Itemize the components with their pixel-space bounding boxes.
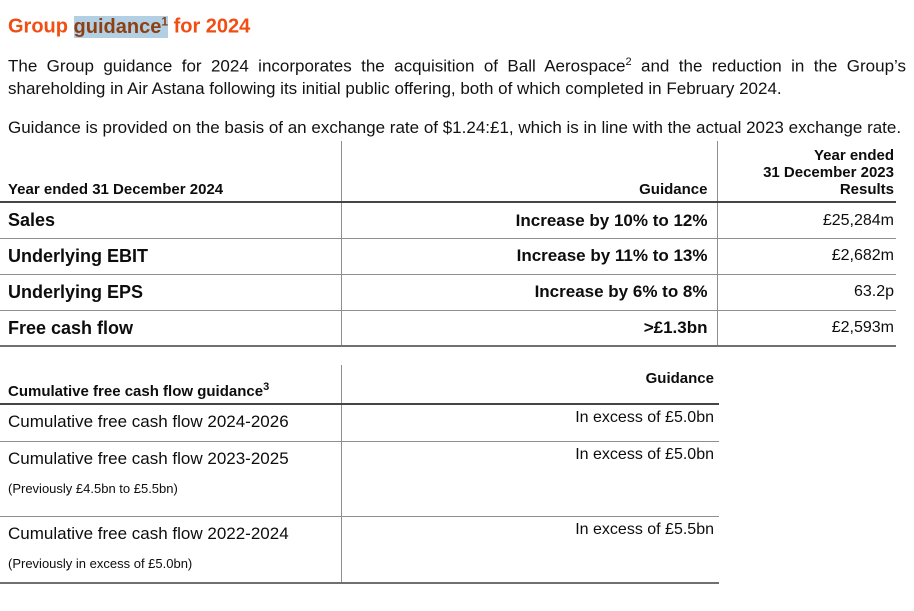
previous-guidance-note: (Previously £4.5bn to £5.5bn) [8,480,178,496]
intro-paragraph-1: The Group guidance for 2024 incorporates… [8,51,906,101]
guidance-value: In excess of £5.0bn [341,441,719,517]
guidance-value: In excess of £5.5bn [341,516,719,585]
result-value: 63.2p [717,274,896,311]
header-cumulative-title: Cumulative free cash flow guidance3 [0,365,342,406]
row-label: Sales [0,202,342,239]
footnote-marker-2: 2 [625,55,632,68]
row-label-cell: Cumulative free cash flow 2024-2026 [0,404,342,442]
cumulative-table-header-row: Cumulative free cash flow guidance3 Guid… [0,365,719,406]
result-value: £2,682m [717,238,896,275]
table-row-free-cash-flow: Free cash flow >£1.3bn £2,593m [0,310,896,348]
guidance-value: Increase by 11% to 13% [341,238,718,275]
table-row-sales: Sales Increase by 10% to 12% £25,284m [0,202,896,239]
result-value: £25,284m [717,202,896,239]
footnote-marker-3: 3 [263,381,270,394]
row-label: Free cash flow [0,310,342,348]
guidance-value: In excess of £5.0bn [341,404,719,442]
row-label: Cumulative free cash flow 2022-2024 [8,523,289,543]
row-label: Underlying EPS [0,274,342,311]
guidance-table-header-row: Year ended 31 December 2024 Guidance Yea… [0,141,896,204]
table-row-fcf-2024-2026: Cumulative free cash flow 2024-2026 In e… [0,404,719,442]
paragraph-text: and the reduction in the Group’s shareho… [8,56,906,99]
title-highlighted-word: guidance [73,15,162,38]
title-suffix: for 2024 [168,15,251,38]
paragraph-text: The Group guidance for 2024 incorporates… [8,56,626,76]
cumulative-fcf-table: Cumulative free cash flow guidance3 Guid… [0,365,719,585]
previous-guidance-note: (Previously in excess of £5.0bn) [8,555,193,571]
guidance-table: Year ended 31 December 2024 Guidance Yea… [0,141,896,348]
title-footnote-marker: 1 [161,14,169,28]
search-highlight: guidance1 [73,14,169,38]
row-label: Underlying EBIT [0,238,342,275]
table-row-fcf-2022-2024: Cumulative free cash flow 2022-2024 (Pre… [0,516,719,585]
guidance-value: Increase by 10% to 12% [341,202,718,239]
header-text: Cumulative free cash flow guidance [8,383,264,401]
header-guidance: Guidance [341,141,718,204]
table-row-underlying-eps: Underlying EPS Increase by 6% to 8% 63.2… [0,274,896,311]
intro-paragraph-2: Guidance is provided on the basis of an … [8,118,902,138]
result-value: £2,593m [717,310,896,348]
header-prior-year-results: Year ended 31 December 2023 Results [717,141,896,204]
row-label: Cumulative free cash flow 2024-2026 [8,412,289,432]
title-prefix: Group [8,15,74,38]
table-row-fcf-2023-2025: Cumulative free cash flow 2023-2025 (Pre… [0,441,719,517]
row-label: Cumulative free cash flow 2023-2025 [8,448,289,468]
page-title: Group guidance1 for 2024 [8,9,906,39]
table-row-underlying-ebit: Underlying EBIT Increase by 11% to 13% £… [0,238,896,275]
row-label-cell: Cumulative free cash flow 2023-2025 (Pre… [0,441,342,517]
document-page: Group guidance1 for 2024 The Group guida… [0,9,914,611]
guidance-value: Increase by 6% to 8% [341,274,718,311]
row-label-cell: Cumulative free cash flow 2022-2024 (Pre… [0,516,342,585]
header-guidance: Guidance [341,365,719,406]
header-metric: Year ended 31 December 2024 [0,141,342,204]
guidance-value: >£1.3bn [341,310,718,348]
